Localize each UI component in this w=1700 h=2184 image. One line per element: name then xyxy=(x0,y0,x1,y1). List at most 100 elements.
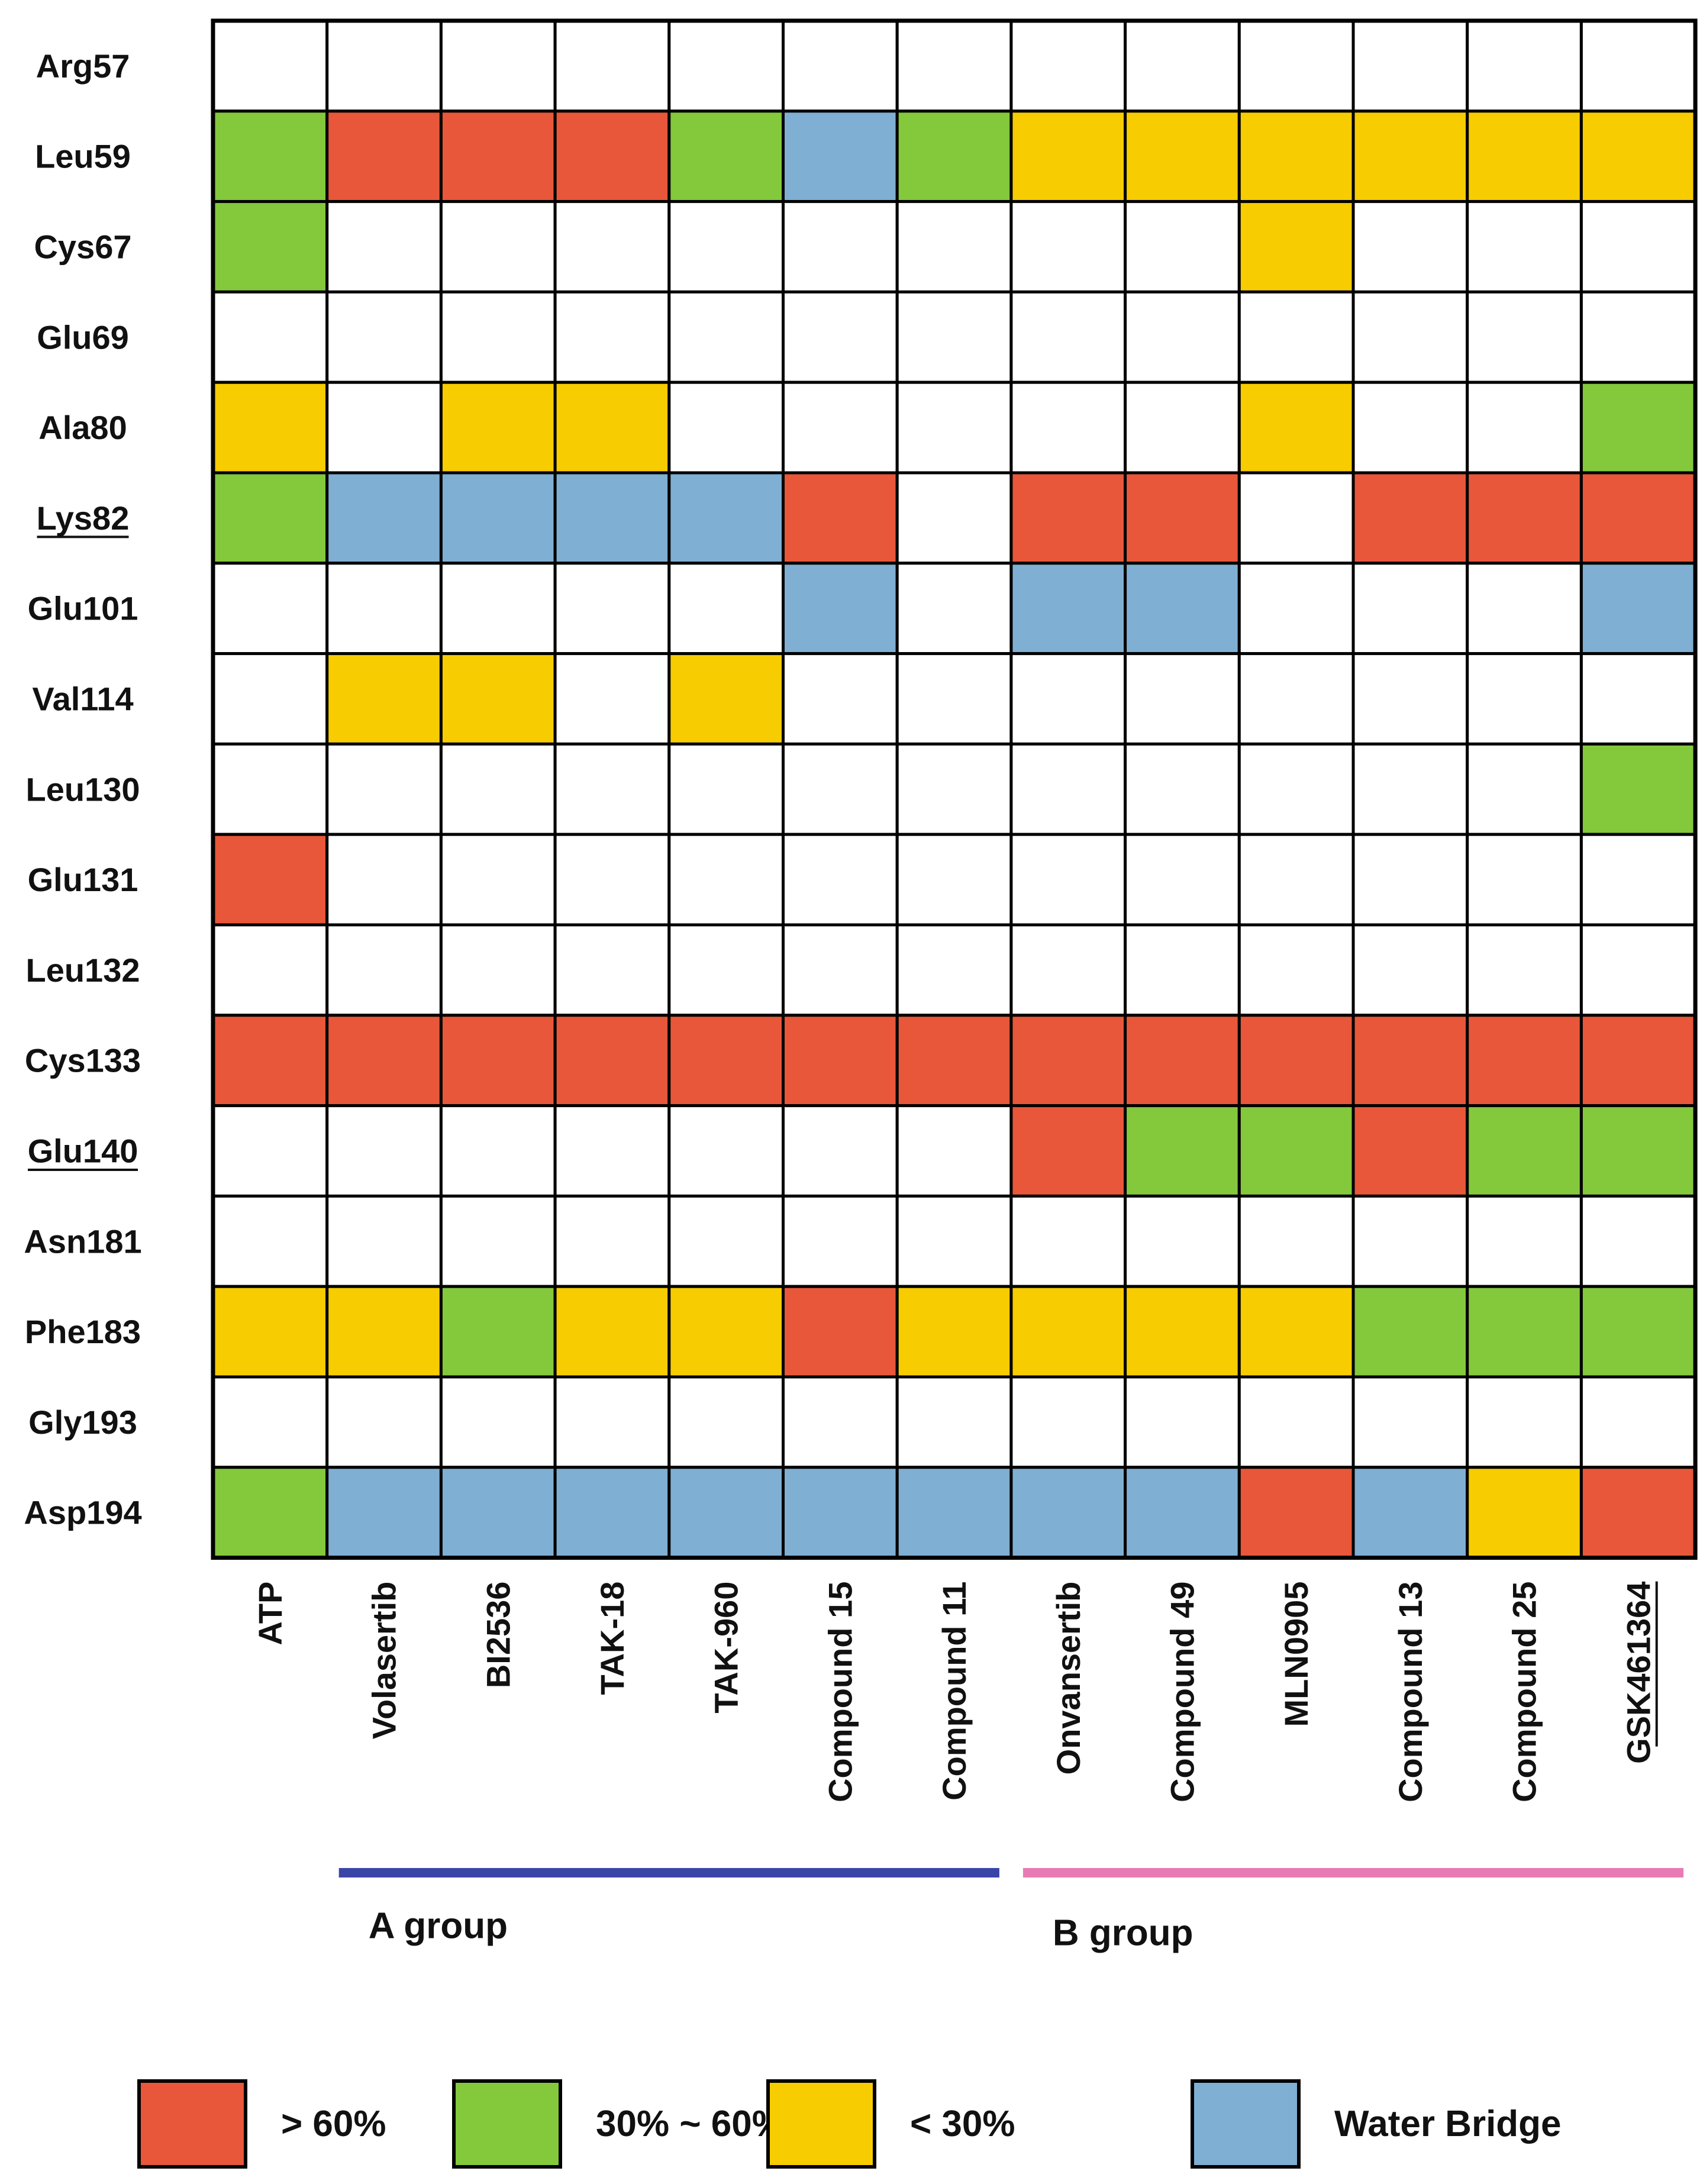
cell-glu101-compound-49 xyxy=(1124,562,1241,656)
cell-glu140-volasertib xyxy=(325,1104,443,1198)
cell-leu132-compound-25 xyxy=(1466,923,1583,1017)
cell-cys67-compound-15 xyxy=(782,200,899,293)
cell-cys133-compound-11 xyxy=(895,1014,1013,1108)
cell-lys82-gsk461364 xyxy=(1579,471,1697,565)
cell-leu59-compound-25 xyxy=(1466,109,1583,204)
cell-cys67-compound-25 xyxy=(1466,200,1583,293)
cell-leu130-compound-49 xyxy=(1124,742,1241,836)
legend: > 60% 30% ~ 60% < 30% Water Bridge xyxy=(137,2079,1562,2169)
cell-ala80-atp xyxy=(211,380,329,475)
cell-cys133-tak-18 xyxy=(553,1014,671,1108)
cell-leu132-gsk461364 xyxy=(1579,923,1697,1017)
cell-asn181-compound-13 xyxy=(1351,1194,1469,1288)
cell-phe183-compound-15 xyxy=(782,1285,899,1379)
column-label-compound-15: Compound 15 xyxy=(821,1582,859,1802)
cell-lys82-mln0905 xyxy=(1237,471,1355,565)
cell-leu130-bi2536 xyxy=(439,742,557,836)
cell-val114-compound-49 xyxy=(1124,652,1241,746)
row-label-leu59: Leu59 xyxy=(35,138,131,175)
cell-asn181-atp xyxy=(211,1194,329,1288)
cell-val114-compound-11 xyxy=(895,652,1013,746)
cell-leu132-compound-11 xyxy=(895,923,1013,1017)
column-label-bi2536: BI2536 xyxy=(479,1582,517,1689)
cell-leu59-mln0905 xyxy=(1237,109,1355,204)
cell-cys67-compound-11 xyxy=(895,200,1013,293)
cell-ala80-mln0905 xyxy=(1237,380,1355,475)
cell-glu101-bi2536 xyxy=(439,562,557,656)
cell-leu130-compound-11 xyxy=(895,742,1013,836)
cell-glu69-tak-18 xyxy=(553,290,671,384)
cell-glu140-gsk461364 xyxy=(1579,1104,1697,1198)
cell-ala80-bi2536 xyxy=(439,380,557,475)
cell-gly193-compound-25 xyxy=(1466,1375,1583,1469)
legend-label-water-bridge: Water Bridge xyxy=(1334,2104,1562,2144)
cell-leu132-compound-15 xyxy=(782,923,899,1017)
cell-phe183-tak-960 xyxy=(667,1285,785,1379)
cell-arg57-volasertib xyxy=(325,19,443,113)
cell-gly193-compound-15 xyxy=(782,1375,899,1469)
cell-gly193-compound-49 xyxy=(1124,1375,1241,1469)
cell-glu69-compound-15 xyxy=(782,290,899,384)
group-label-a-group: A group xyxy=(369,1906,508,1947)
cell-glu69-bi2536 xyxy=(439,290,557,384)
cell-leu132-tak-18 xyxy=(553,923,671,1017)
cell-glu131-volasertib xyxy=(325,833,443,927)
cell-arg57-gsk461364 xyxy=(1579,19,1697,113)
legend-swatch-30 xyxy=(766,2079,876,2169)
cell-glu101-compound-15 xyxy=(782,562,899,656)
cell-asp194-atp xyxy=(211,1466,329,1560)
cell-glu69-compound-49 xyxy=(1124,290,1241,384)
column-label-tak-18: TAK-18 xyxy=(593,1582,631,1695)
cell-glu140-compound-25 xyxy=(1466,1104,1583,1198)
cell-glu101-compound-11 xyxy=(895,562,1013,656)
cell-asn181-compound-49 xyxy=(1124,1194,1241,1288)
cell-glu101-tak-18 xyxy=(553,562,671,656)
cell-gly193-onvansertib xyxy=(1009,1375,1127,1469)
cell-val114-compound-13 xyxy=(1351,652,1469,746)
cell-asn181-compound-25 xyxy=(1466,1194,1583,1288)
cell-leu132-onvansertib xyxy=(1009,923,1127,1017)
cell-asn181-onvansertib xyxy=(1009,1194,1127,1288)
cell-arg57-compound-13 xyxy=(1351,19,1469,113)
cell-asn181-volasertib xyxy=(325,1194,443,1288)
cell-leu132-mln0905 xyxy=(1237,923,1355,1017)
column-label-volasertib: Volasertib xyxy=(366,1582,403,1740)
cell-glu131-compound-25 xyxy=(1466,833,1583,927)
cell-arg57-tak-18 xyxy=(553,19,671,113)
cell-leu130-gsk461364 xyxy=(1579,742,1697,836)
cell-phe183-gsk461364 xyxy=(1579,1285,1697,1379)
cell-asp194-bi2536 xyxy=(439,1466,557,1560)
cell-glu131-tak-960 xyxy=(667,833,785,927)
cell-val114-tak-18 xyxy=(553,652,671,746)
cell-val114-atp xyxy=(211,652,329,746)
cell-cys133-volasertib xyxy=(325,1014,443,1108)
cell-ala80-compound-13 xyxy=(1351,380,1469,475)
cell-phe183-compound-25 xyxy=(1466,1285,1583,1379)
legend-label-60: > 60% xyxy=(281,2104,386,2144)
cell-glu69-volasertib xyxy=(325,290,443,384)
cell-glu131-tak-18 xyxy=(553,833,671,927)
cell-asn181-mln0905 xyxy=(1237,1194,1355,1288)
row-label-asp194: Asp194 xyxy=(24,1494,141,1531)
cell-glu101-gsk461364 xyxy=(1579,562,1697,656)
cell-leu59-tak-960 xyxy=(667,109,785,204)
cell-glu140-mln0905 xyxy=(1237,1104,1355,1198)
cell-glu140-tak-960 xyxy=(667,1104,785,1198)
cell-val114-onvansertib xyxy=(1009,652,1127,746)
cell-lys82-onvansertib xyxy=(1009,471,1127,565)
heatmap-border xyxy=(211,18,1698,1560)
cell-phe183-volasertib xyxy=(325,1285,443,1379)
cell-cys133-compound-13 xyxy=(1351,1014,1469,1108)
column-label-compound-13: Compound 13 xyxy=(1392,1582,1429,1802)
cell-lys82-volasertib xyxy=(325,471,443,565)
cell-glu131-mln0905 xyxy=(1237,833,1355,927)
cell-val114-bi2536 xyxy=(439,652,557,746)
cell-glu101-mln0905 xyxy=(1237,562,1355,656)
cell-asn181-tak-18 xyxy=(553,1194,671,1288)
cell-arg57-compound-49 xyxy=(1124,19,1241,113)
cell-cys67-bi2536 xyxy=(439,200,557,293)
cell-phe183-compound-49 xyxy=(1124,1285,1241,1379)
row-label-asn181: Asn181 xyxy=(24,1222,141,1260)
cell-glu131-gsk461364 xyxy=(1579,833,1697,927)
